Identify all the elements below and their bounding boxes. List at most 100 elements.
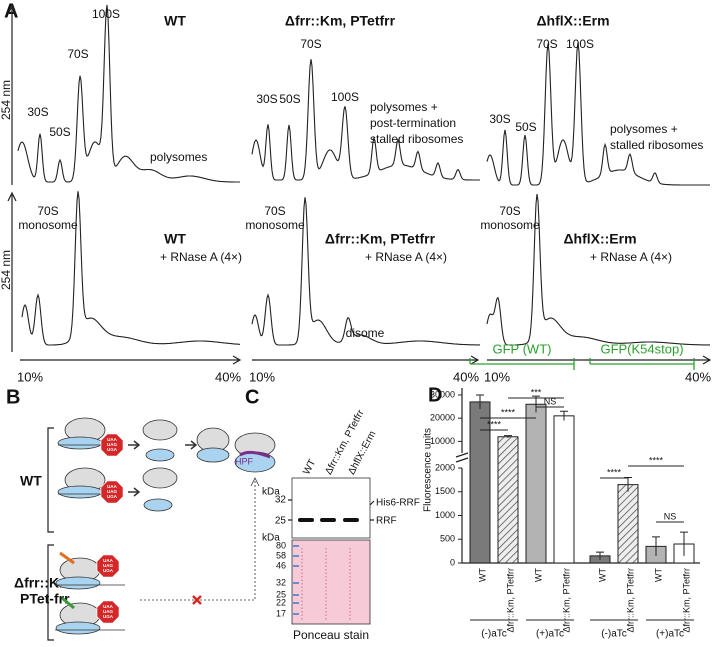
- stop-sign: [100, 433, 124, 457]
- y-tick-label: 500: [440, 534, 455, 544]
- x-tick-label: WT: [533, 568, 543, 582]
- stop-codon: UAA: [107, 437, 117, 442]
- condition-label: (-)aTc: [481, 629, 507, 640]
- peak-label: 70S: [264, 204, 285, 218]
- error-bar: [560, 410, 568, 421]
- significance-label: ****: [607, 467, 622, 477]
- annotation: stalled ribosomes: [370, 132, 463, 146]
- blot-band: [298, 518, 359, 522]
- absorbance-trace: [486, 42, 710, 186]
- y-tick-label: 2000: [435, 462, 455, 472]
- gradient-axis: [252, 355, 480, 365]
- absorbance-trace: [486, 193, 710, 346]
- x-tick-label: Δfrr::Km, PTetfrr: [681, 568, 691, 633]
- peak-label: 100S: [92, 7, 120, 21]
- stop-codon: UAG: [103, 563, 113, 568]
- peak-label: 70S: [37, 204, 58, 218]
- stop-codon: UAA: [107, 484, 117, 489]
- ladder-label: 22: [276, 597, 286, 607]
- gradient-start: 10%: [17, 369, 43, 384]
- peak-label: 100S: [331, 90, 359, 104]
- unit-label: kDa: [262, 533, 280, 544]
- panel-letter: A: [4, 0, 18, 22]
- y-tick-label: 10000: [430, 436, 455, 446]
- y-axis: [7, 4, 17, 185]
- strain-title: WT: [164, 13, 186, 29]
- ladder-label: 25: [276, 589, 286, 599]
- ladder: [293, 545, 299, 615]
- gradient-start: 10%: [249, 369, 275, 384]
- stop-sign: [96, 600, 120, 624]
- peak-label: 50S: [279, 92, 300, 106]
- band-label: RRF: [376, 516, 397, 527]
- bracket: [47, 427, 54, 641]
- group-label: PTet-frr: [20, 591, 70, 607]
- ponceau-gel: [291, 539, 371, 625]
- group-bracket: [469, 358, 575, 370]
- ribosome-cartoon: [55, 417, 276, 635]
- error-bar: [596, 551, 604, 560]
- condition-label: (-)aTc: [601, 629, 627, 640]
- lane-label: WT: [301, 458, 318, 477]
- peak-label: 30S: [27, 105, 48, 119]
- gel-lanes: [301, 548, 351, 620]
- annotation: polysomes +: [610, 122, 678, 136]
- treatment-label: + RNase A (4×): [160, 250, 242, 264]
- stop-codon: UGA: [103, 614, 114, 619]
- stop-codon: UAG: [103, 609, 113, 614]
- absorbance-trace: [251, 59, 480, 181]
- significance-label: NS: [544, 396, 557, 406]
- error-bar: [652, 536, 660, 556]
- condition-label: (+)aTc: [656, 629, 684, 640]
- bar: [525, 403, 547, 564]
- y-tick-label: 1000: [435, 510, 455, 520]
- protein-label: HPF: [235, 456, 254, 466]
- gradient-axis: [487, 355, 712, 365]
- y-tick-label: 30000: [430, 389, 455, 399]
- peak-label: 70S: [536, 37, 557, 51]
- peak-label: monosome: [480, 218, 540, 232]
- panel-letter: B: [6, 386, 20, 408]
- unit-label: kDa: [262, 487, 280, 498]
- tick: [288, 499, 375, 521]
- stop-codon: UGA: [107, 447, 118, 452]
- stop-codon: UAG: [107, 442, 117, 447]
- ladder-label: 80: [276, 540, 286, 550]
- y-axis: [7, 191, 17, 352]
- absorbance-trace: [21, 191, 240, 346]
- error-bar: [476, 394, 484, 409]
- error-bar: [532, 395, 540, 413]
- strain-title: WT: [164, 231, 186, 247]
- panel-letter: D: [428, 384, 442, 406]
- panel-letter: C: [245, 386, 259, 408]
- x-tick-label: Δfrr::Km, PTetfrr: [625, 568, 635, 633]
- x-tick-label: WT: [597, 568, 607, 582]
- gradient-start: 10%: [484, 369, 510, 384]
- gradient-axis: [20, 355, 242, 365]
- peak-label: 50S: [49, 125, 70, 139]
- group-label: GFP(K54stop): [600, 341, 683, 356]
- strain-title: Δfrr::Km, PTetfrr: [285, 13, 396, 29]
- peak-label: monosome: [18, 218, 78, 232]
- absorbance-trace: [17, 4, 240, 183]
- y-axis-label: 254 nm: [0, 80, 13, 120]
- peak-label: disome: [346, 326, 385, 340]
- significance-label: ****: [487, 419, 502, 429]
- stop-codon: UGA: [107, 494, 118, 499]
- group-label: GFP (WT): [493, 341, 552, 356]
- annotation: polysomes: [150, 150, 207, 164]
- annotation: stalled ribosomes: [610, 138, 703, 152]
- annotation: polysomes +: [370, 100, 438, 114]
- peak-label: 100S: [566, 37, 594, 51]
- peak-label: 30S: [489, 112, 510, 126]
- gradient-end: 40%: [453, 369, 479, 384]
- treatment-label: + RNase A (4×): [365, 250, 447, 264]
- ladder-label: 32: [276, 577, 286, 587]
- peak-label: 70S: [499, 204, 520, 218]
- ladder-label: 46: [276, 560, 286, 570]
- y-tick-label: 1500: [435, 486, 455, 496]
- band-label: His6-RRF: [376, 498, 420, 509]
- significance-label: ****: [649, 455, 664, 465]
- bar: [553, 415, 575, 564]
